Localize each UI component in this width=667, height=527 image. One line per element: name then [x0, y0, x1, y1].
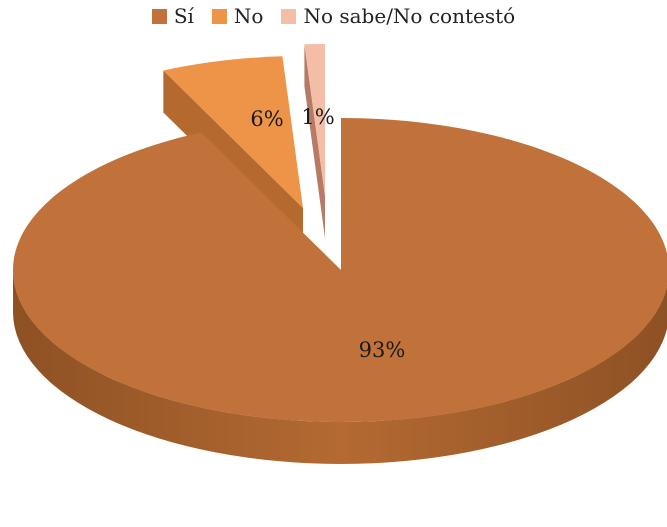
legend-item-no-sabe: No sabe/No contestó: [281, 4, 515, 28]
data-label-no-sabe: 1%: [301, 105, 334, 129]
legend-label-no: No: [233, 4, 264, 28]
data-label-no: 6%: [250, 107, 283, 131]
data-label-si: 93%: [359, 338, 406, 362]
pie-side-si: [13, 270, 667, 464]
legend-swatch-no-sabe: [281, 8, 297, 24]
pie-slice-no-sabe: [304, 44, 325, 196]
pie-slice-si: [13, 118, 667, 422]
legend-swatch-no: [211, 8, 227, 24]
legend-item-no: No: [211, 4, 264, 28]
legend-swatch-si: [151, 8, 167, 24]
pie-wall-no-sabe: [304, 44, 325, 238]
chart-legend: Sí No No sabe/No contestó: [0, 4, 667, 28]
pie-labels: 93% 6% 1%: [250, 105, 405, 362]
legend-item-si: Sí: [151, 4, 194, 28]
legend-label-si: Sí: [173, 4, 194, 28]
pie-slices: [13, 44, 667, 464]
pie-slice-no: [163, 56, 303, 208]
legend-label-no-sabe: No sabe/No contestó: [303, 4, 516, 28]
